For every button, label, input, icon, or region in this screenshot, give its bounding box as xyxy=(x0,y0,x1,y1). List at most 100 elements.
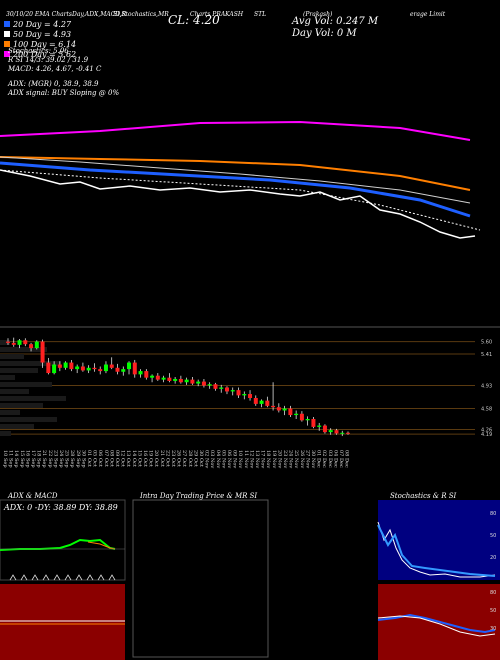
candle-body xyxy=(311,419,316,427)
rsi-signal-line xyxy=(377,615,496,637)
mr-panel xyxy=(132,499,269,658)
candle-body xyxy=(346,432,350,434)
candle-body xyxy=(103,364,108,372)
stoch-axis-label: 20 xyxy=(490,555,496,561)
macd-bar xyxy=(31,574,39,581)
candle-body xyxy=(224,387,229,392)
candle-body xyxy=(340,432,345,434)
x-date-label: 19 Nov xyxy=(271,450,277,468)
x-date-label: 23 Oct xyxy=(170,450,176,467)
candle-body xyxy=(150,375,155,378)
candle-body xyxy=(236,390,241,396)
x-date-label: 07 Dec xyxy=(338,450,344,468)
macd-bar xyxy=(86,574,94,581)
candle-body xyxy=(144,371,149,378)
candle-body xyxy=(29,344,34,349)
rsi-axis-label: 80 xyxy=(490,590,496,596)
stoch-d-line xyxy=(377,524,496,577)
x-date-label: 06 Oct xyxy=(97,450,103,467)
candle-body xyxy=(305,419,310,421)
candle-body xyxy=(52,364,57,374)
candle-body xyxy=(207,384,212,386)
candle-body xyxy=(40,341,45,363)
volume-profile-bar xyxy=(0,375,15,380)
candle-body xyxy=(334,430,339,434)
macd-panel xyxy=(0,584,125,660)
x-date-label: 05 Nov xyxy=(220,450,226,468)
x-date-label: 15 Oct xyxy=(136,450,142,467)
ema-line xyxy=(0,169,481,231)
candle-body xyxy=(173,378,178,381)
x-date-label: 03 Dec xyxy=(327,450,333,468)
x-date-label: 18 Sep xyxy=(36,450,42,468)
adx-signal-line xyxy=(87,541,116,550)
day-volume: Day Vol: 0 M xyxy=(292,28,357,39)
x-date-label: 02 Nov xyxy=(204,450,210,468)
price-axis-label: 4.58 xyxy=(481,407,492,413)
candle-body xyxy=(190,379,195,384)
candle-body xyxy=(23,340,28,345)
x-date-label: 22 Sep xyxy=(47,450,53,468)
legend-item: 20 Day = 4.27 xyxy=(4,12,71,31)
legend-swatch xyxy=(4,51,10,57)
candle-body xyxy=(167,377,172,381)
volume-profile-bar xyxy=(0,389,29,394)
adx-panel-title: ADX & MACD xyxy=(8,492,58,500)
x-date-label: 12 Nov xyxy=(248,450,254,468)
mr-panel-title: Intra Day Trading Price & MR SI xyxy=(140,492,258,500)
candle-body xyxy=(230,390,235,392)
adx-panel xyxy=(0,499,126,581)
macd-bar xyxy=(9,574,17,581)
candle-body xyxy=(155,375,160,380)
legend-label: 200 Day = 5.62 xyxy=(13,50,77,59)
candle-body xyxy=(127,362,132,370)
x-date-label: 25 Sep xyxy=(64,450,70,468)
volume-profile-bar xyxy=(0,347,47,352)
rsi-line xyxy=(377,613,496,634)
x-date-label: 12 Oct xyxy=(120,450,126,467)
candle-body xyxy=(213,384,218,389)
stoch-axis-label: 50 xyxy=(490,533,496,539)
x-date-label: 02 Dec xyxy=(321,450,327,468)
legend-item: 200 Day = 5.62 xyxy=(4,42,76,61)
candle-body xyxy=(328,430,333,433)
legend-label: 100 Day = 6.14 xyxy=(13,40,77,49)
x-date-label: 10 Nov xyxy=(237,450,243,468)
x-date-label: 29 Sep xyxy=(75,450,81,468)
x-date-label: 21 Oct xyxy=(159,450,165,467)
x-date-label: 14 Sep xyxy=(13,450,19,468)
candle-body xyxy=(242,394,247,396)
volume-profile-bar xyxy=(0,368,38,373)
candle-body xyxy=(69,362,74,370)
price-axis-label: 4.93 xyxy=(481,384,492,390)
x-date-label: 07 Oct xyxy=(103,450,109,467)
legend-swatch xyxy=(4,41,10,47)
volume-profile-bar xyxy=(0,417,57,422)
volume-profile-bar xyxy=(0,340,10,345)
x-date-label: 25 Nov xyxy=(293,450,299,468)
rsi-readout: R SI 14/3: 39.02 / 31.9 xyxy=(8,56,89,64)
x-date-label: 01 Oct xyxy=(86,450,92,467)
x-date-label: 16 Oct xyxy=(142,450,148,467)
candle-body xyxy=(276,407,281,411)
x-date-label: 19 Oct xyxy=(148,450,154,467)
price-line xyxy=(0,169,476,239)
macd-bar xyxy=(53,574,61,581)
candle-body xyxy=(109,364,114,368)
candle-body xyxy=(178,378,183,383)
price-axis-label: 4.19 xyxy=(481,432,492,438)
stoch-panel xyxy=(378,500,500,580)
stoch-axis-label: 80 xyxy=(490,511,496,517)
candle-body xyxy=(17,340,22,345)
candle-body xyxy=(294,413,299,416)
x-date-label: 08 Oct xyxy=(108,450,114,467)
candle-body xyxy=(115,367,120,372)
header-top-line-3: Charts PRAKASH xyxy=(190,11,244,18)
ema-line xyxy=(0,156,471,191)
x-date-label: 30 Oct xyxy=(198,450,204,467)
volume-profile-bar xyxy=(0,424,34,429)
x-date-label: 05 Oct xyxy=(92,450,98,467)
price-axis-label: 4.26 xyxy=(481,428,492,434)
candle-body xyxy=(184,379,189,383)
volume-profile-bar xyxy=(0,396,66,401)
